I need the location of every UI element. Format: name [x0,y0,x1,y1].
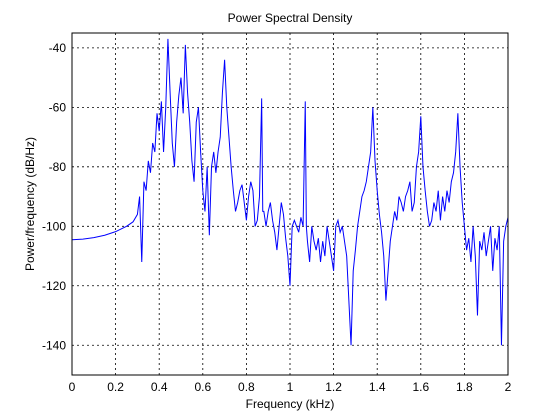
y-tick-label: -60 [49,100,67,114]
x-tick-label: 1.8 [456,380,473,394]
x-tick-label: 1 [287,380,294,394]
x-tick-label: 1.4 [369,380,386,394]
y-tick-label: -40 [49,41,67,55]
x-tick-label: 2 [505,380,512,394]
chart-title: Power Spectral Density [228,11,353,25]
x-tick-label: 0.8 [238,380,255,394]
y-tick-label: -120 [42,279,66,293]
x-tick-label: 0 [69,380,76,394]
y-tick-label: -100 [42,219,66,233]
x-tick-label: 0.2 [107,380,124,394]
x-tick-label: 1.2 [325,380,342,394]
x-tick-label: 0.6 [194,380,211,394]
x-axis-label: Frequency (kHz) [246,397,335,411]
x-tick-label: 1.6 [412,380,429,394]
psd-line [71,38,509,346]
y-axis-label: Power/frequency (dB/Hz) [23,137,37,271]
axes-box [71,32,509,376]
y-tick-label: -80 [49,160,67,174]
y-tick-label: -140 [42,338,66,352]
x-tick-label: 0.4 [151,380,168,394]
